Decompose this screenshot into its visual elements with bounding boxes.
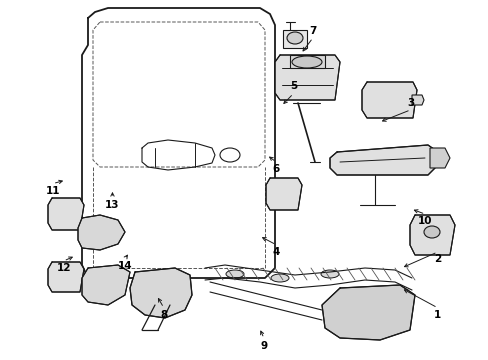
Ellipse shape (347, 301, 361, 309)
Polygon shape (48, 198, 84, 230)
Ellipse shape (320, 270, 338, 278)
Ellipse shape (372, 301, 386, 309)
Text: 12: 12 (56, 263, 71, 273)
Polygon shape (130, 268, 192, 318)
Ellipse shape (93, 225, 107, 239)
Text: 1: 1 (433, 310, 440, 320)
Text: 10: 10 (417, 216, 432, 226)
Polygon shape (321, 285, 414, 340)
Polygon shape (429, 148, 449, 168)
Ellipse shape (374, 324, 388, 332)
Ellipse shape (352, 324, 366, 332)
Polygon shape (82, 265, 130, 305)
Text: 2: 2 (433, 254, 440, 264)
Ellipse shape (157, 290, 167, 300)
Text: 4: 4 (272, 247, 280, 257)
Text: 13: 13 (105, 200, 120, 210)
Text: 6: 6 (272, 164, 279, 174)
Polygon shape (283, 30, 306, 48)
Text: 14: 14 (117, 261, 132, 271)
Text: 7: 7 (308, 26, 316, 36)
Polygon shape (411, 95, 423, 105)
Ellipse shape (270, 274, 288, 282)
Ellipse shape (225, 270, 244, 278)
Polygon shape (329, 145, 437, 175)
Text: 9: 9 (260, 341, 267, 351)
Text: 3: 3 (407, 98, 413, 108)
Ellipse shape (59, 207, 67, 213)
Ellipse shape (423, 226, 439, 238)
Text: 8: 8 (160, 310, 167, 320)
Ellipse shape (100, 277, 116, 293)
Polygon shape (265, 178, 302, 210)
Ellipse shape (59, 280, 67, 288)
Polygon shape (361, 82, 416, 118)
Polygon shape (274, 55, 339, 100)
Polygon shape (409, 215, 454, 255)
Polygon shape (289, 55, 325, 68)
Ellipse shape (59, 219, 67, 225)
Polygon shape (48, 262, 84, 292)
Polygon shape (78, 215, 125, 250)
Text: 11: 11 (45, 186, 60, 196)
Ellipse shape (286, 32, 303, 44)
Ellipse shape (291, 56, 321, 68)
Ellipse shape (59, 270, 67, 276)
Text: 5: 5 (289, 81, 296, 91)
